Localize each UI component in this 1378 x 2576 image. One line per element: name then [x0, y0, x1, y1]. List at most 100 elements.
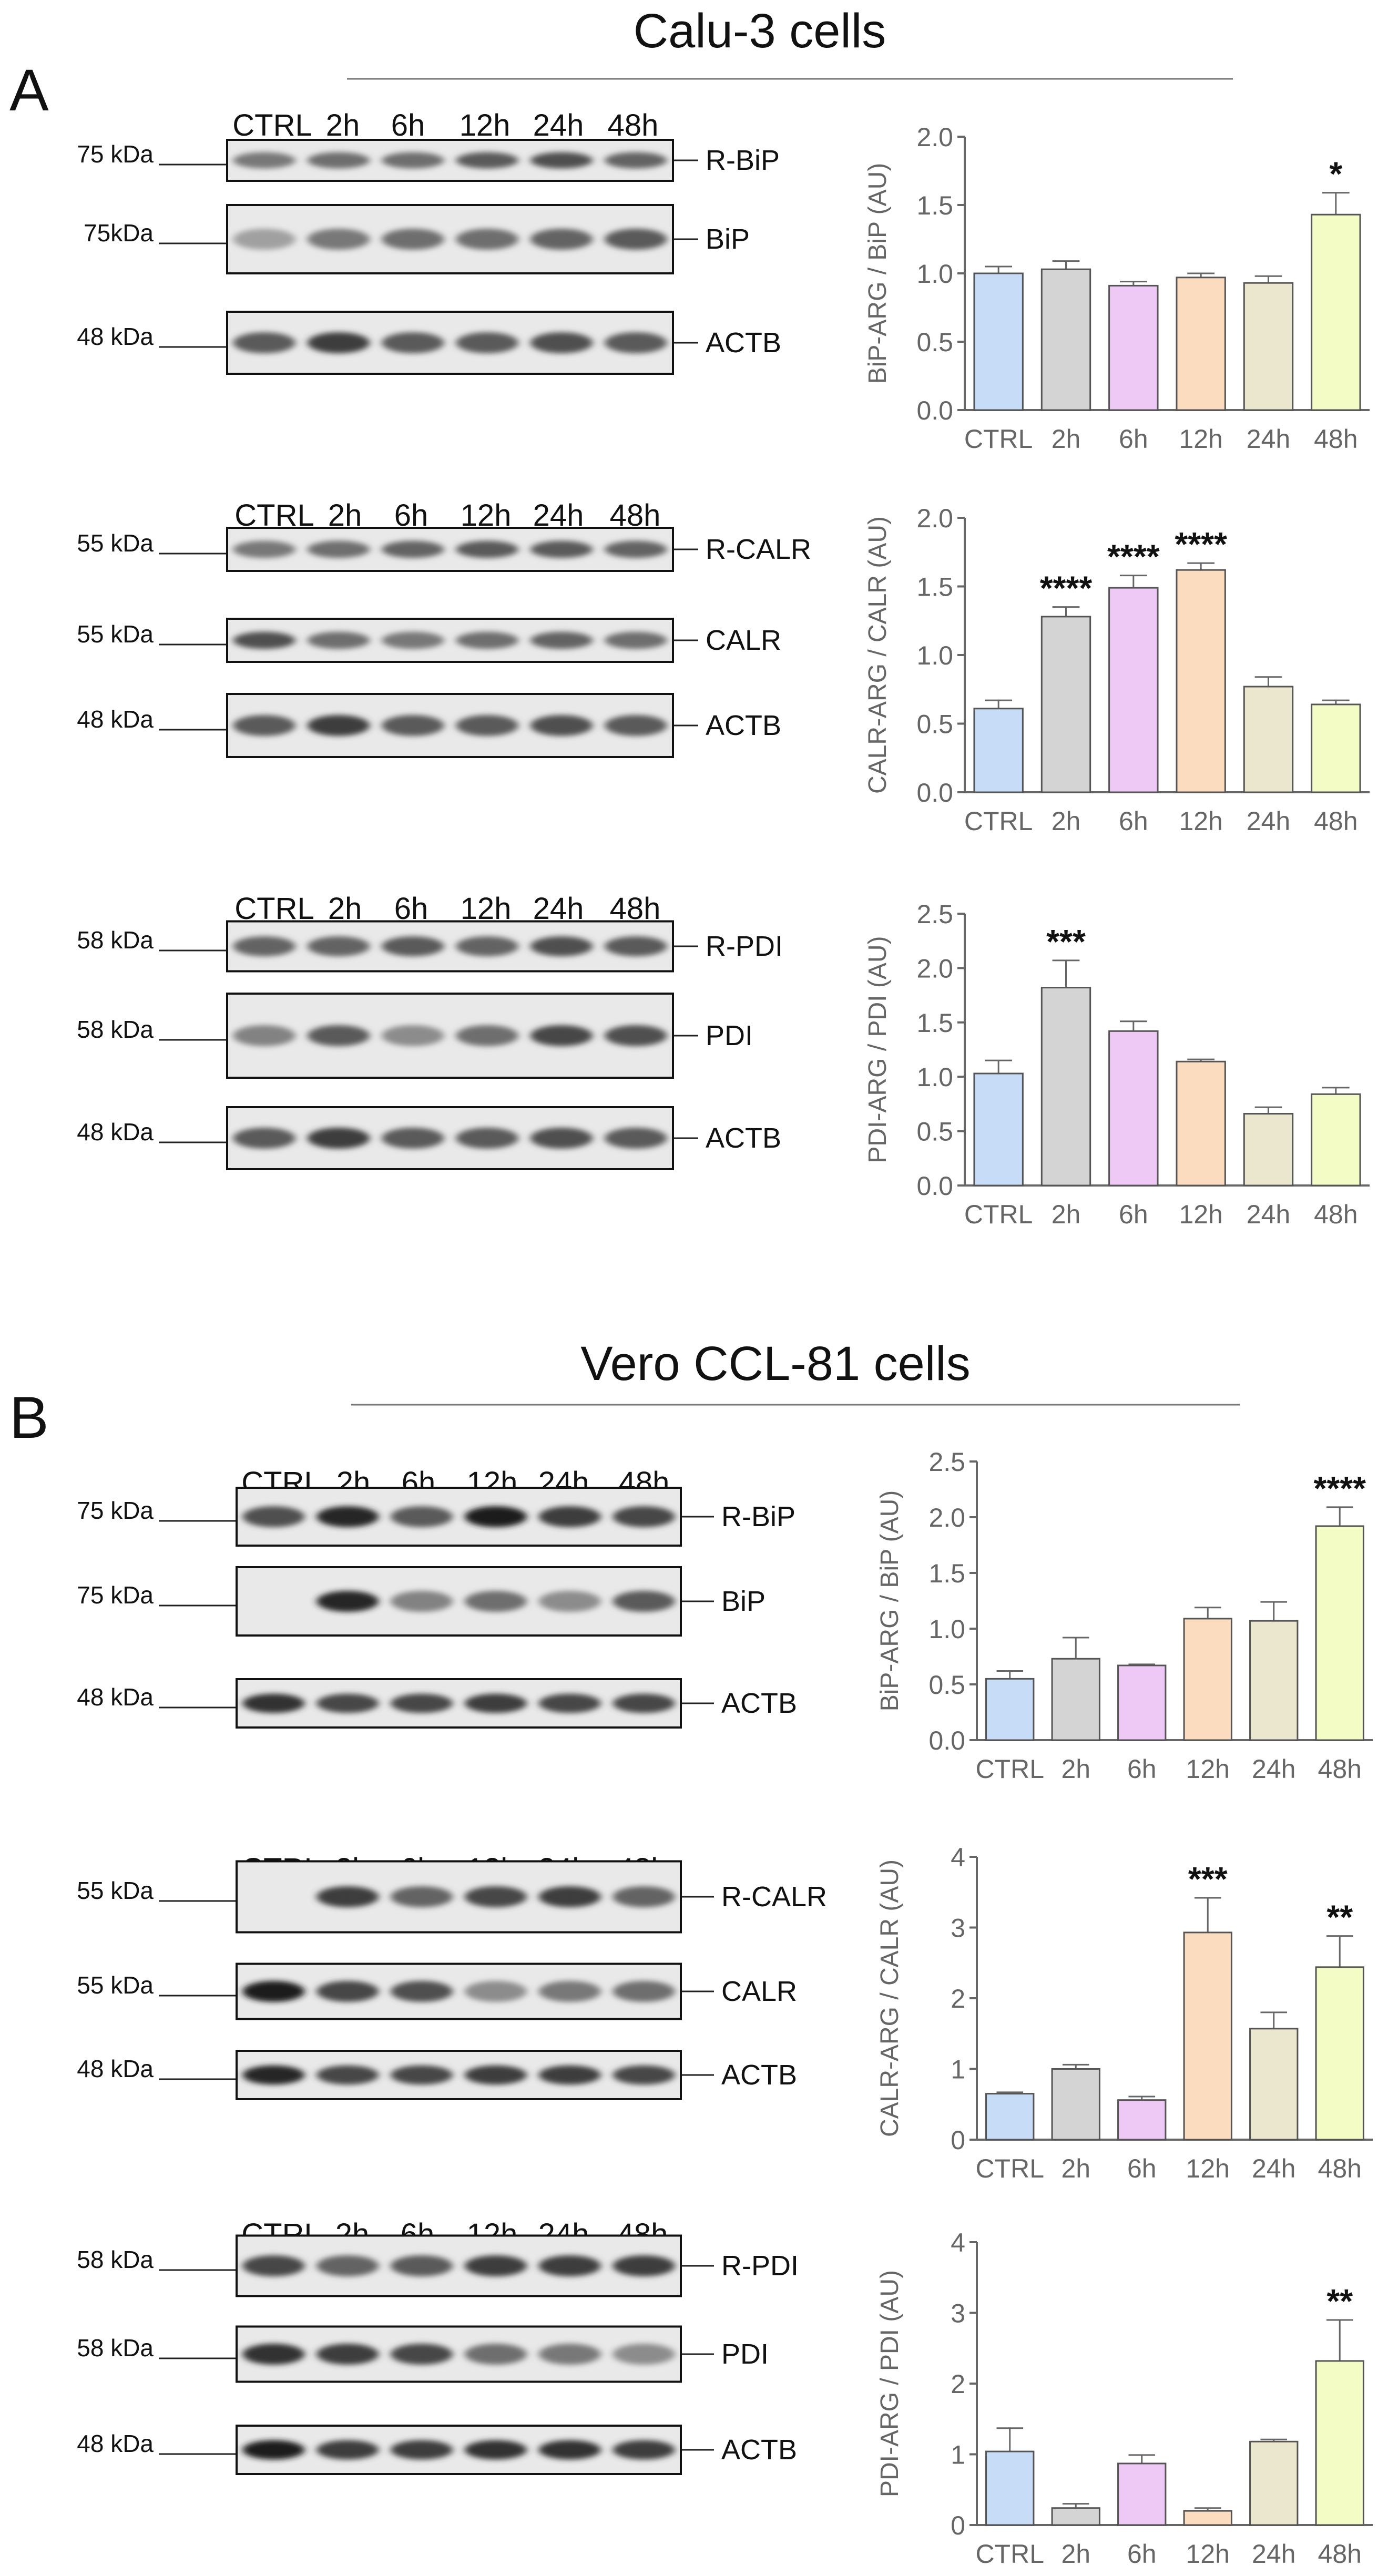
blot-band [464, 2344, 527, 2365]
blot-band [233, 631, 296, 649]
blot-band [613, 2344, 675, 2365]
blot-band [613, 1886, 675, 1907]
blot-membrane [236, 1566, 682, 1637]
blot-band [456, 936, 519, 956]
kda-marker: 48 kDa [77, 323, 154, 350]
kda-marker: 48 kDa [77, 2055, 154, 2082]
blot-membrane [236, 2425, 682, 2475]
blot-band [530, 715, 593, 736]
bar [1176, 277, 1226, 411]
x-tick-label: 6h [1127, 2539, 1157, 2569]
blot-band [317, 2344, 379, 2365]
x-tick-label: 2h [1061, 2154, 1090, 2183]
kda-marker: 48 kDa [77, 706, 154, 733]
protein-label: R-PDI [721, 2250, 799, 2282]
blot-band [456, 540, 519, 558]
lane-label: CTRL [234, 892, 314, 926]
y-tick-label: 1.0 [916, 641, 953, 670]
significance-label: ** [1326, 2282, 1353, 2320]
lane-label: 2h [326, 108, 360, 142]
blot-band [317, 2065, 379, 2085]
blot-band [317, 1591, 379, 1612]
bar [1183, 1618, 1232, 1741]
protein-label: R-CALR [721, 1881, 827, 1913]
bar [1108, 1030, 1159, 1187]
blot-membrane [226, 618, 674, 663]
x-tick-label: 48h [1318, 2539, 1362, 2569]
blot-band [233, 332, 296, 353]
blot-band [242, 2255, 305, 2276]
x-tick-label: 48h [1318, 1754, 1362, 1784]
blot-band [233, 936, 296, 956]
blot-band [456, 1025, 519, 1046]
protein-label: ACTB [706, 710, 781, 741]
blot-band [242, 1693, 305, 1713]
y-tick-label: 2.0 [916, 504, 953, 533]
bar [985, 2450, 1035, 2526]
blot-band [604, 1128, 667, 1149]
bar [1311, 703, 1361, 793]
blot-band [613, 2255, 675, 2276]
blot-membrane [236, 2050, 682, 2100]
y-tick-label: 0 [951, 2511, 965, 2540]
protein-label: R-CALR [706, 534, 811, 565]
lane-label: 48h [610, 892, 661, 926]
y-tick-label: 1.5 [916, 1008, 953, 1038]
blot-band [390, 1591, 453, 1612]
bar [1117, 1664, 1167, 1741]
x-tick-label: 6h [1127, 1754, 1157, 1784]
blot-band [381, 631, 444, 649]
y-tick-label: 1.0 [916, 259, 953, 289]
blot-membrane [236, 2325, 682, 2383]
blot-band [456, 1128, 519, 1149]
blot-row: 55 kDa CALR [77, 618, 781, 663]
blot-band [464, 1506, 527, 1527]
blot-row: 55 kDa R-CALR [77, 527, 811, 572]
y-tick-label: 0.0 [928, 1726, 965, 1755]
blot-band [390, 1981, 453, 2002]
blot-membrane [226, 311, 674, 375]
kda-marker: 58 kDa [77, 926, 154, 954]
blot-membrane [226, 920, 674, 973]
lane-label: 2h [328, 892, 362, 926]
bar [1249, 2028, 1299, 2141]
kda-marker: 48 kDa [77, 1683, 154, 1711]
blot-row: 75 kDa R-BiP [77, 1487, 795, 1547]
blot-band [613, 1981, 675, 2002]
kda-marker: 58 kDa [77, 2334, 154, 2362]
blot-band [307, 1128, 370, 1149]
blot-band [604, 152, 667, 169]
bar [973, 1072, 1024, 1187]
bar [1176, 1060, 1226, 1187]
y-axis-label: PDI-ARG / PDI (AU) [876, 2270, 904, 2497]
bar [973, 708, 1024, 793]
blot-band [613, 1591, 675, 1612]
protein-label: ACTB [706, 1122, 781, 1154]
x-tick-label: 24h [1247, 424, 1290, 454]
x-tick-label: CTRL [964, 1200, 1033, 1229]
blot-membrane [226, 139, 674, 182]
blot-row: 48 kDa ACTB [77, 2050, 797, 2100]
kda-marker: 75kDa [84, 219, 154, 247]
blot-membrane [226, 993, 674, 1079]
blot-membrane [236, 1678, 682, 1729]
blot-band [381, 1128, 444, 1149]
y-tick-label: 1.5 [916, 573, 953, 602]
bar-chart: 0.0 0.5 1.0 1.5 2.0 2.5 PDI-ARG / PDI (AU) CTRL… [864, 899, 1370, 1229]
blot-row: 48 kDa ACTB [77, 1106, 781, 1170]
blot-band [307, 332, 370, 353]
blot-band [317, 1886, 379, 1907]
blot-band [381, 332, 444, 353]
blot-band [530, 631, 593, 649]
blot-band [307, 631, 370, 649]
blot-band [233, 1128, 296, 1149]
x-tick-label: CTRL [964, 806, 1033, 836]
blot-band [464, 1591, 527, 1612]
x-tick-label: 6h [1119, 806, 1148, 836]
bar [985, 1678, 1035, 1741]
significance-label: ** [1326, 1898, 1353, 1936]
y-tick-label: 1.5 [916, 191, 953, 220]
y-tick-label: 2.0 [916, 122, 953, 152]
